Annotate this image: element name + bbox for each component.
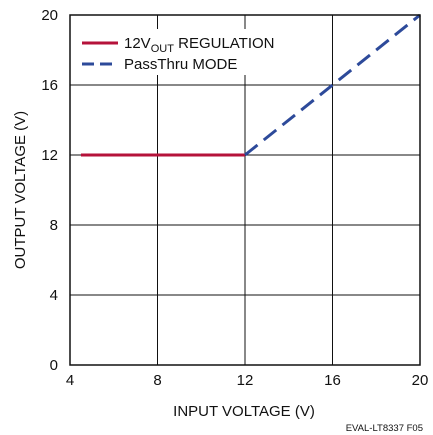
figure-code: EVAL-LT8337 F05 [346, 423, 423, 434]
plot-area-frame [69, 14, 421, 366]
legend: 12VOUT REGULATION PassThru MODE [77, 29, 305, 75]
y-tick-labels: 0 4 8 12 16 20 [41, 7, 58, 374]
y-axis-label: OUTPUT VOLTAGE (V) [12, 111, 29, 269]
legend-label-subscript: OUT [151, 43, 175, 55]
series-line-passthru-mode [244, 13, 421, 157]
x-tick-label: 20 [412, 372, 429, 389]
y-tick-label: 0 [50, 357, 58, 374]
x-tick-label: 12 [237, 372, 254, 389]
y-tick-label: 4 [50, 287, 58, 304]
x-tick-labels: 4 8 12 16 20 [66, 372, 429, 389]
x-axis-label: INPUT VOLTAGE (V) [173, 403, 315, 420]
y-tick-label: 8 [50, 217, 58, 234]
legend-label-12vout-regulation: 12VOUT REGULATION [124, 35, 275, 55]
y-tick-label: 12 [41, 147, 58, 164]
series-layer [80, 13, 421, 157]
x-tick-label: 16 [324, 372, 341, 389]
x-tick-label: 8 [153, 372, 161, 389]
legend-label-tail: REGULATION [174, 35, 275, 52]
y-tick-label: 20 [41, 7, 58, 24]
y-tick-label: 16 [41, 77, 58, 94]
legend-label-main: 12V [124, 35, 151, 52]
legend-background [77, 29, 305, 75]
legend-label-passthru-mode: PassThru MODE [124, 56, 237, 73]
x-tick-label: 4 [66, 372, 74, 389]
